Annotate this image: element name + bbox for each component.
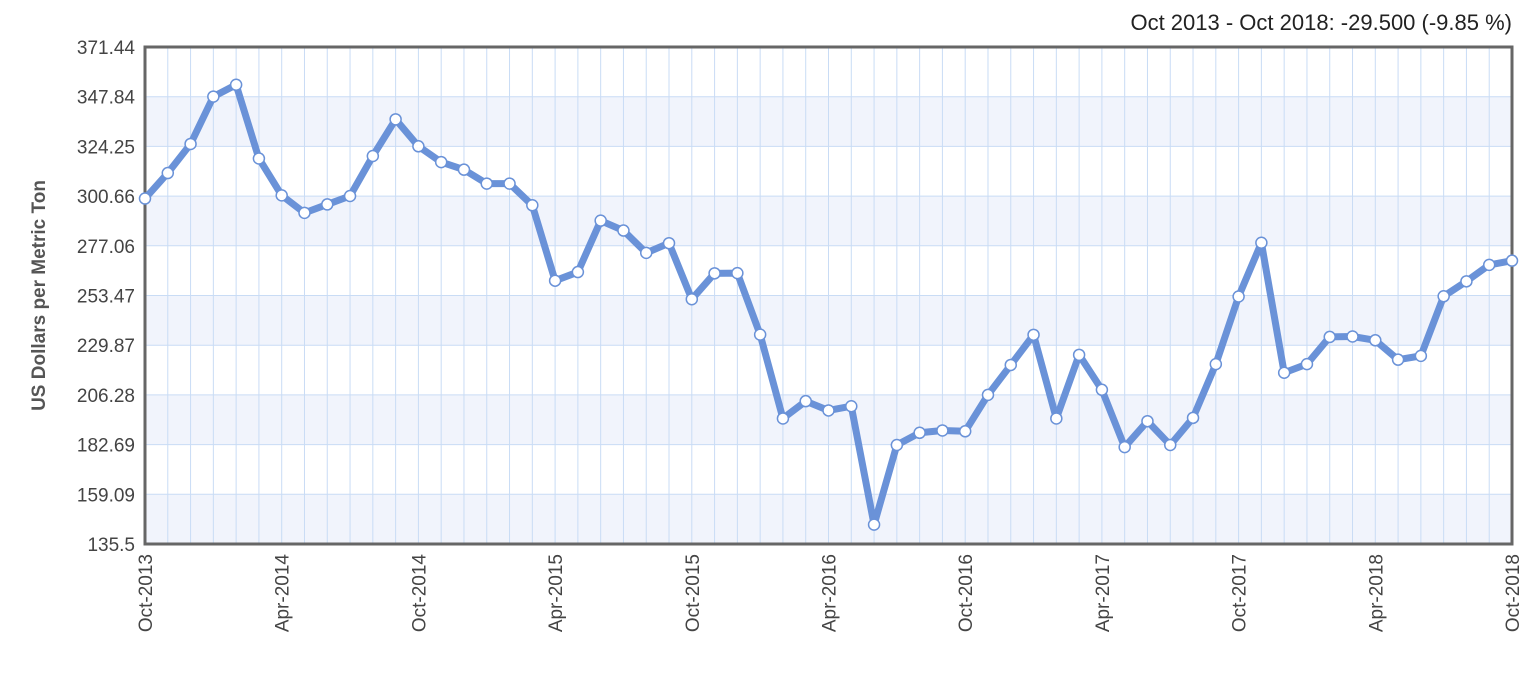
y-tick-label: 324.25 — [77, 137, 135, 158]
data-point[interactable] — [343, 189, 357, 203]
data-point[interactable] — [1050, 412, 1063, 425]
data-point[interactable] — [389, 113, 402, 126]
data-point[interactable] — [1186, 411, 1200, 425]
x-tick-label: Oct-2017 — [1230, 554, 1251, 632]
data-point[interactable] — [275, 189, 288, 202]
data-point[interactable] — [1141, 414, 1154, 428]
data-point[interactable] — [1255, 236, 1268, 250]
x-axis-ticks: Oct-2013 Apr-2014 Oct-2014 Apr-2015 Oct-2015… — [136, 554, 1520, 633]
data-point[interactable] — [1118, 440, 1131, 454]
series — [138, 78, 1519, 531]
data-point[interactable] — [184, 137, 197, 151]
data-point[interactable] — [548, 274, 562, 287]
data-point[interactable] — [776, 412, 790, 425]
data-point[interactable] — [138, 192, 152, 205]
x-tick-label: Oct-2013 — [136, 554, 157, 632]
data-point[interactable] — [434, 155, 448, 169]
x-tick-label: Oct-2018 — [1503, 554, 1520, 632]
data-point[interactable] — [1277, 366, 1291, 379]
x-tick-label: Apr-2017 — [1093, 554, 1114, 632]
data-point[interactable] — [1505, 254, 1519, 267]
data-point[interactable] — [161, 166, 175, 180]
y-tick-label: 253.47 — [77, 287, 135, 308]
y-tick-label: 347.84 — [77, 88, 136, 109]
y-tick-label: 371.44 — [77, 38, 136, 59]
x-tick-label: Apr-2014 — [273, 554, 294, 633]
data-point[interactable] — [981, 388, 995, 402]
data-point[interactable] — [480, 177, 493, 190]
data-point[interactable] — [1164, 438, 1177, 452]
data-point[interactable] — [1004, 358, 1018, 372]
data-point[interactable] — [594, 214, 607, 227]
data-point[interactable] — [412, 140, 425, 153]
data-point[interactable] — [321, 198, 334, 211]
data-point[interactable] — [1323, 330, 1336, 344]
x-tick-label: Oct-2016 — [956, 554, 977, 632]
data-point[interactable] — [913, 426, 926, 440]
data-point[interactable] — [662, 236, 676, 250]
y-axis-title: US Dollars per Metric Ton — [29, 180, 50, 411]
data-point[interactable] — [639, 246, 653, 260]
data-point[interactable] — [252, 152, 266, 165]
data-point[interactable] — [1209, 357, 1223, 371]
data-point[interactable] — [1482, 258, 1496, 272]
data-point[interactable] — [1072, 348, 1086, 362]
y-tick-label: 182.69 — [77, 436, 135, 457]
data-point[interactable] — [617, 224, 630, 237]
data-point[interactable] — [1232, 290, 1245, 303]
data-point[interactable] — [890, 438, 904, 452]
data-point[interactable] — [1460, 275, 1473, 288]
data-point[interactable] — [1391, 353, 1405, 366]
x-tick-label: Apr-2016 — [820, 554, 841, 632]
y-axis-ticks: 135.5 159.09 182.69 206.28 229.87 253.47 277.0… — [77, 38, 136, 556]
data-point[interactable] — [1095, 383, 1109, 397]
data-point[interactable] — [1437, 290, 1450, 303]
plot-border — [143, 45, 1514, 546]
y-tick-label: 206.28 — [77, 386, 135, 407]
y-tick-label: 135.5 — [87, 535, 135, 556]
data-point[interactable] — [503, 177, 516, 190]
data-point[interactable] — [685, 292, 699, 306]
x-tick-label: Oct-2014 — [409, 554, 430, 633]
data-point[interactable] — [526, 199, 539, 212]
horizontal-gridlines — [145, 96, 1512, 495]
y-tick-label: 277.06 — [77, 237, 135, 258]
y-tick-label: 229.87 — [77, 336, 135, 357]
data-point[interactable] — [1300, 357, 1314, 371]
data-point[interactable] — [958, 425, 972, 438]
data-point[interactable] — [366, 149, 380, 163]
x-tick-label: Apr-2015 — [546, 554, 567, 632]
x-tick-label: Oct-2015 — [683, 554, 704, 632]
x-tick-label: Apr-2018 — [1366, 554, 1387, 632]
data-point[interactable] — [1027, 328, 1040, 342]
data-point[interactable] — [708, 267, 721, 280]
data-point[interactable] — [229, 78, 243, 92]
data-point[interactable] — [571, 265, 585, 279]
data-point[interactable] — [207, 90, 220, 103]
data-point[interactable] — [845, 399, 858, 413]
y-tick-label: 159.09 — [77, 485, 135, 506]
data-point[interactable] — [936, 424, 949, 437]
data-point[interactable] — [731, 266, 744, 280]
data-point[interactable] — [822, 404, 835, 417]
data-point[interactable] — [1369, 334, 1382, 347]
data-point[interactable] — [1346, 330, 1359, 343]
data-point[interactable] — [799, 394, 812, 408]
data-point[interactable] — [457, 163, 471, 176]
data-point[interactable] — [1414, 349, 1428, 363]
data-point[interactable] — [298, 206, 311, 220]
data-point[interactable] — [753, 328, 767, 341]
y-tick-label: 300.66 — [77, 187, 135, 208]
range-summary: Oct 2013 - Oct 2018: -29.500 (-9.85 %) — [1130, 10, 1512, 35]
data-point[interactable] — [867, 518, 881, 531]
